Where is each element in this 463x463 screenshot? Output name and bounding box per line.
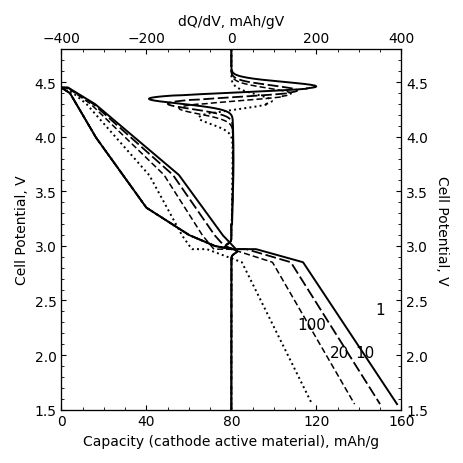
Text: 100: 100	[297, 317, 326, 332]
Y-axis label: Cell Potential, V: Cell Potential, V	[15, 175, 29, 285]
Y-axis label: Cell Potential, V: Cell Potential, V	[434, 175, 448, 285]
X-axis label: Capacity (cathode active material), mAh/g: Capacity (cathode active material), mAh/…	[83, 434, 379, 448]
Text: 20: 20	[329, 345, 349, 361]
Text: 1: 1	[375, 302, 384, 317]
X-axis label: dQ/dV, mAh/gV: dQ/dV, mAh/gV	[178, 15, 284, 29]
Text: 10: 10	[355, 345, 374, 361]
